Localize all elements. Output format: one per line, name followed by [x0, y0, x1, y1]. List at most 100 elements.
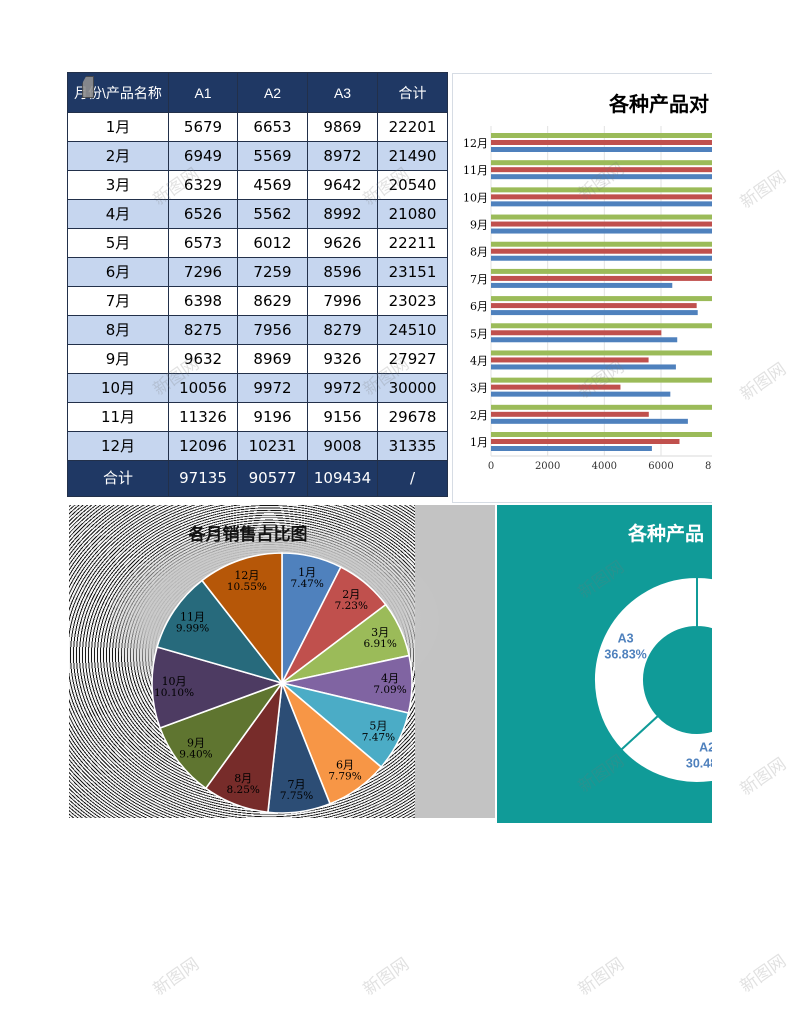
value-cell: 8275	[168, 315, 238, 345]
pie-label-category: 3月	[371, 626, 389, 639]
bar-series3-7	[491, 268, 712, 274]
donut-slice-3	[593, 575, 698, 752]
bar-series2-1	[491, 439, 680, 444]
column-header: 合计	[377, 72, 448, 113]
pie-label-category: 4月	[381, 672, 399, 685]
pie-label-percent: 10.10%	[154, 687, 194, 699]
y-category-label: 3月	[470, 382, 488, 395]
row-total-cell: 29678	[377, 402, 448, 432]
column-header: A1	[168, 72, 238, 113]
value-cell: 9972	[237, 373, 308, 403]
bar-series1-11	[491, 174, 712, 180]
donut-label-name: A2	[699, 740, 712, 754]
row-total-cell: 23023	[377, 286, 448, 316]
y-category-label: 1月	[470, 436, 488, 449]
bar-series1-4	[491, 364, 676, 370]
pie-label-category: 6月	[336, 759, 354, 772]
pie-slice-10	[151, 645, 285, 730]
pie-label-percent: 7.47%	[362, 732, 395, 744]
row-total-cell: 21490	[377, 141, 448, 171]
value-cell: 10056	[168, 373, 238, 403]
value-cell: 7296	[168, 257, 238, 287]
row-total-cell: 20540	[377, 170, 448, 200]
pie-label-category: 10月	[162, 675, 187, 688]
value-cell: 6653	[237, 112, 308, 142]
bar-chart: 各种产品对 0 2000 4000 6000 8000 1月 2月 3月 4月 5月 6月 7月 8月 9月…	[452, 73, 712, 503]
bar-series3-5	[491, 323, 712, 329]
total-label-cell: 合计	[67, 460, 169, 497]
watermark-text: 新图网	[736, 359, 791, 405]
table-row: 5月 6573 6012 9626 22211	[67, 228, 448, 258]
pie-label-percent: 9.99%	[176, 623, 209, 635]
value-cell: 10231	[237, 431, 308, 461]
x-tick-label: 8000	[705, 461, 712, 472]
row-total-cell: 27927	[377, 344, 448, 374]
donut-slice-1	[696, 575, 712, 631]
row-total-cell: 23151	[377, 257, 448, 287]
pie-label-category: 9月	[187, 736, 205, 749]
table-body: 1月 5679 6653 9869 22201 2月 6949 5569 8972 21490 3月…	[67, 112, 448, 461]
total-row: 合计 97135 90577 109434/	[67, 460, 448, 497]
month-cell: 7月	[67, 286, 169, 316]
bar-series1-5	[491, 337, 678, 343]
value-cell: 4569	[237, 170, 308, 200]
donut-slice-2	[619, 714, 712, 784]
bar-series1-3	[491, 391, 671, 397]
value-cell: 9626	[307, 228, 378, 258]
watermark-text: 新图网	[359, 954, 414, 1000]
pie-label-percent: 7.47%	[290, 578, 323, 590]
value-cell: 9642	[307, 170, 378, 200]
bar-series1-7	[491, 282, 673, 288]
row-total-cell: 22201	[377, 112, 448, 142]
watermark-text: 新图网	[149, 954, 204, 1000]
donut-label-percent: 36.83%	[604, 648, 646, 662]
table-row: 3月 6329 4569 9642 20540	[67, 170, 448, 200]
bar-series2-7	[491, 275, 712, 281]
pie-label-percent: 7.09%	[373, 684, 406, 696]
watermark-text: 新图网	[736, 167, 791, 213]
value-cell: 8972	[307, 141, 378, 171]
bar-series1-1	[491, 446, 652, 451]
donut-chart: 各种产品 A2 30.48% A3 36.83%	[497, 505, 712, 823]
value-cell: 6526	[168, 199, 238, 229]
month-cell: 6月	[67, 257, 169, 287]
value-cell: 7996	[307, 286, 378, 316]
bar-series3-10	[491, 187, 712, 193]
table-row: 11月 11326 9196 9156 29678	[67, 402, 448, 432]
pie-slice-12	[200, 552, 283, 686]
table-row: 4月 6526 5562 8992 21080	[67, 199, 448, 229]
y-category-label: 4月	[470, 354, 488, 367]
x-tick-label: 0	[488, 461, 494, 472]
y-category-label: 11月	[463, 164, 488, 177]
bar-series2-6	[491, 303, 697, 309]
pie-chart-title: 各月销售占比图	[188, 524, 308, 545]
table-row: 1月 5679 6653 9869 22201	[67, 112, 448, 142]
value-cell: 9632	[168, 344, 238, 374]
total-value-cell: 109434	[307, 460, 378, 497]
bar-series2-5	[491, 330, 662, 336]
bar-series1-10	[491, 201, 712, 207]
row-total-cell: 31335	[377, 431, 448, 461]
value-cell: 11326	[168, 402, 238, 432]
y-category-label: 2月	[470, 409, 488, 422]
donut-chart-svg: 各种产品 A2 30.48% A3 36.83%	[593, 522, 712, 784]
total-value-cell: 97135	[168, 460, 238, 497]
table-row: 2月 6949 5569 8972 21490	[67, 141, 448, 171]
table-row: 8月 8275 7956 8279 24510	[67, 315, 448, 345]
bar-chart-title: 各种产品对	[608, 92, 709, 116]
value-cell: 5569	[237, 141, 308, 171]
y-category-label: 5月	[470, 327, 488, 340]
value-cell: 8629	[237, 286, 308, 316]
pie-label-category: 8月	[234, 772, 252, 785]
month-cell: 12月	[67, 431, 169, 461]
value-cell: 6949	[168, 141, 238, 171]
pie-label-category: 11月	[180, 611, 205, 624]
month-cell: 9月	[67, 344, 169, 374]
bar-series3-2	[491, 404, 712, 410]
pie-label-percent: 9.40%	[179, 748, 212, 760]
bar-series2-11	[491, 167, 712, 173]
month-cell: 3月	[67, 170, 169, 200]
donut-chart-title: 各种产品	[627, 522, 704, 545]
table-row: 10月 10056 9972 9972 30000	[67, 373, 448, 403]
y-category-label: 9月	[470, 219, 488, 232]
